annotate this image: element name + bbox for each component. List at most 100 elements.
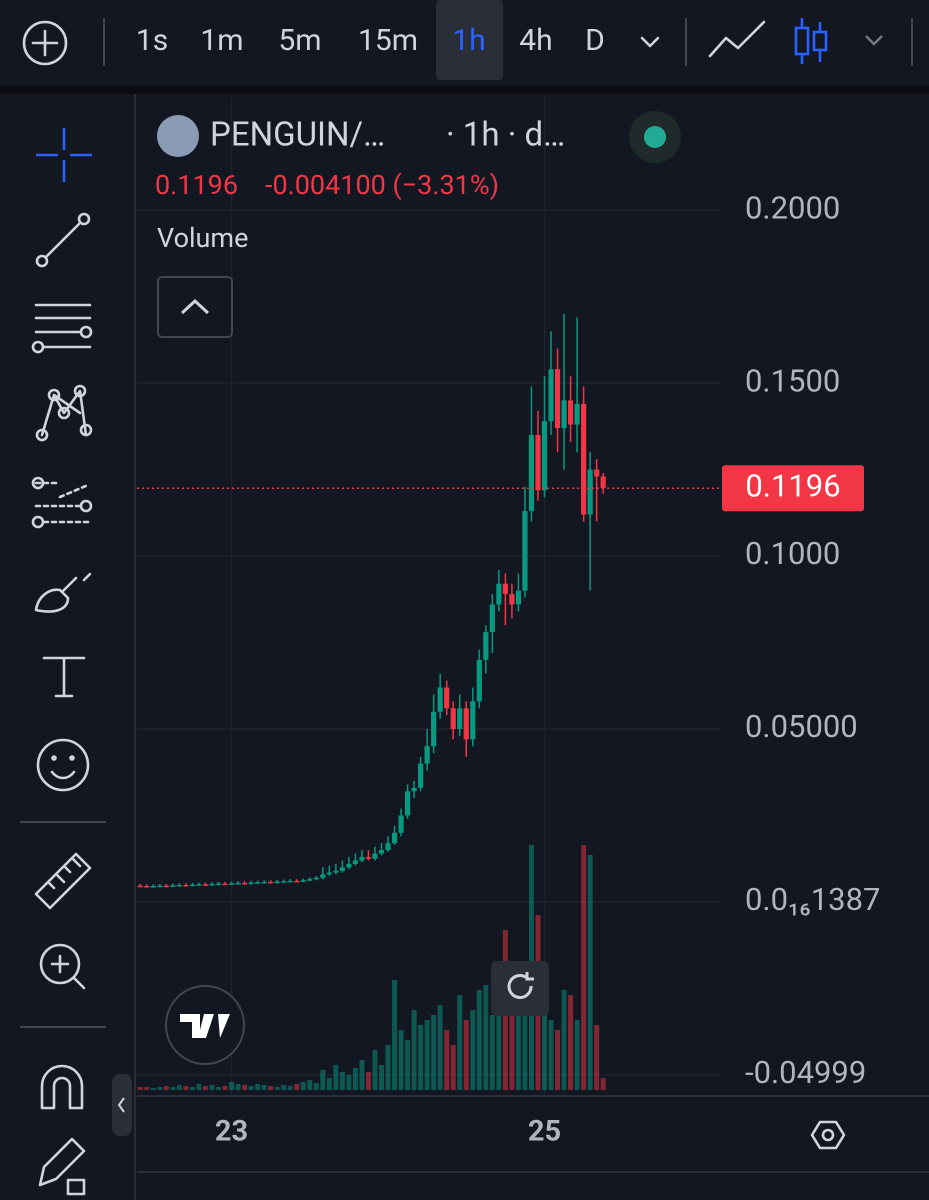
volume-bar bbox=[222, 1086, 228, 1090]
y-tick-label: -0.04999 bbox=[745, 1054, 866, 1091]
candle-icon-body bbox=[794, 26, 810, 56]
candle-body bbox=[457, 708, 463, 730]
top-toolbar: 1s 1m 5m 15m 1h 4h D bbox=[22, 0, 913, 80]
volume-bar bbox=[489, 1015, 495, 1090]
candle-body bbox=[287, 880, 293, 883]
left-toolbar-bg bbox=[0, 94, 126, 1200]
candle-body bbox=[183, 885, 189, 887]
tradingview-logo-mark bbox=[180, 1014, 230, 1038]
candle-body bbox=[509, 594, 515, 605]
pattern-tool[interactable] bbox=[35, 384, 93, 442]
x-tick-label: 23 bbox=[215, 1115, 248, 1149]
volume-bar bbox=[261, 1085, 267, 1090]
volume-bar bbox=[359, 1060, 365, 1090]
crosshair-tool[interactable] bbox=[36, 128, 92, 182]
volume-bar bbox=[229, 1082, 235, 1090]
interval-button[interactable]: 1s bbox=[136, 23, 168, 58]
volume-bar bbox=[150, 1088, 156, 1090]
volume-bar bbox=[294, 1084, 300, 1090]
y-tick-label: 0.05000 bbox=[745, 708, 858, 745]
volume-bar bbox=[183, 1086, 189, 1090]
y-tick-label: 0.1000 bbox=[745, 535, 840, 572]
trend-line-tool[interactable] bbox=[35, 212, 91, 268]
volume-bar bbox=[450, 1045, 456, 1090]
text-tool[interactable] bbox=[42, 656, 86, 698]
candle-body bbox=[548, 369, 554, 422]
emoji-tool[interactable] bbox=[36, 738, 90, 792]
volume-bar bbox=[457, 995, 463, 1090]
volume-bar bbox=[515, 1000, 521, 1090]
volume-bar bbox=[581, 845, 587, 1090]
line-chart-button[interactable] bbox=[708, 20, 766, 58]
x-tick-label: 25 bbox=[528, 1115, 561, 1149]
interval-button[interactable]: 15m bbox=[358, 23, 418, 58]
collapse-icon bbox=[117, 1097, 125, 1113]
volume-bar bbox=[555, 1030, 561, 1090]
candle-body bbox=[411, 787, 417, 792]
interval-group: 1s 1m 5m 15m 1h 4h D bbox=[136, 23, 605, 58]
interval-button[interactable]: D bbox=[585, 23, 605, 58]
candle-body bbox=[268, 881, 274, 884]
settings-button[interactable] bbox=[810, 1120, 846, 1150]
candle-body bbox=[561, 400, 567, 429]
candle-body bbox=[470, 701, 476, 740]
interval-button[interactable]: 4h bbox=[519, 23, 552, 58]
volume-bar bbox=[339, 1072, 345, 1090]
interval-button[interactable]: 1m bbox=[200, 23, 243, 58]
volume-bar bbox=[320, 1070, 326, 1090]
interval-button[interactable]: 1h bbox=[452, 23, 485, 58]
candle-body bbox=[385, 843, 391, 851]
volume-bar bbox=[274, 1087, 280, 1090]
volume-bar bbox=[333, 1065, 339, 1090]
fib-tool[interactable] bbox=[31, 303, 93, 354]
volume-bar bbox=[144, 1087, 150, 1090]
volume-bar bbox=[137, 1087, 143, 1090]
volume-bar bbox=[398, 1030, 404, 1090]
zoom-tool[interactable] bbox=[39, 943, 86, 990]
volume-bar bbox=[522, 985, 528, 1090]
magnet-tool[interactable] bbox=[40, 1064, 84, 1110]
price-label-bg bbox=[722, 465, 864, 512]
candle-body bbox=[196, 884, 202, 886]
candle-body bbox=[418, 763, 424, 788]
reset-chart-button[interactable] bbox=[491, 961, 549, 1016]
y-tick-label: 0.2000 bbox=[745, 189, 840, 226]
candle-body bbox=[463, 708, 469, 740]
chart-type-dropdown[interactable] bbox=[865, 35, 883, 46]
candle-chart-button[interactable] bbox=[794, 18, 828, 64]
volume-bar bbox=[594, 1025, 600, 1090]
volume-bar bbox=[483, 985, 489, 1090]
lock-drawings-tool[interactable] bbox=[38, 1137, 86, 1196]
chart-legend: PENGUIN/… · 1h · d… 0.1196 -0.004100 (−3… bbox=[155, 111, 681, 338]
brush-tool[interactable] bbox=[34, 572, 92, 613]
volume-bar bbox=[379, 1065, 384, 1090]
interval-dropdown[interactable] bbox=[640, 36, 660, 48]
volume-bar bbox=[509, 1005, 515, 1090]
volume-bar bbox=[170, 1087, 176, 1090]
collapse-toolbar[interactable] bbox=[112, 1074, 132, 1136]
volume-bar bbox=[561, 990, 567, 1090]
collapse-legend[interactable] bbox=[157, 276, 233, 338]
candle-body bbox=[170, 885, 176, 887]
add-button[interactable] bbox=[22, 20, 68, 66]
interval-button[interactable]: 5m bbox=[278, 23, 321, 58]
candle-body bbox=[176, 885, 182, 887]
prediction-tool[interactable] bbox=[31, 476, 93, 529]
candle-body bbox=[235, 882, 241, 885]
candle-body bbox=[300, 880, 306, 882]
volume-bar bbox=[300, 1082, 306, 1090]
candle-body bbox=[157, 885, 163, 888]
candle-body bbox=[189, 884, 196, 887]
candle-body bbox=[137, 885, 143, 888]
overlay-buttons bbox=[165, 961, 846, 1150]
candle-body bbox=[541, 421, 548, 491]
volume-bar bbox=[346, 1075, 352, 1090]
candle-body bbox=[378, 850, 385, 854]
candle-body bbox=[528, 434, 535, 512]
candle-body bbox=[163, 885, 169, 888]
volume-bar bbox=[392, 980, 398, 1090]
candle-body bbox=[391, 832, 398, 844]
ruler-tool[interactable] bbox=[34, 852, 92, 910]
